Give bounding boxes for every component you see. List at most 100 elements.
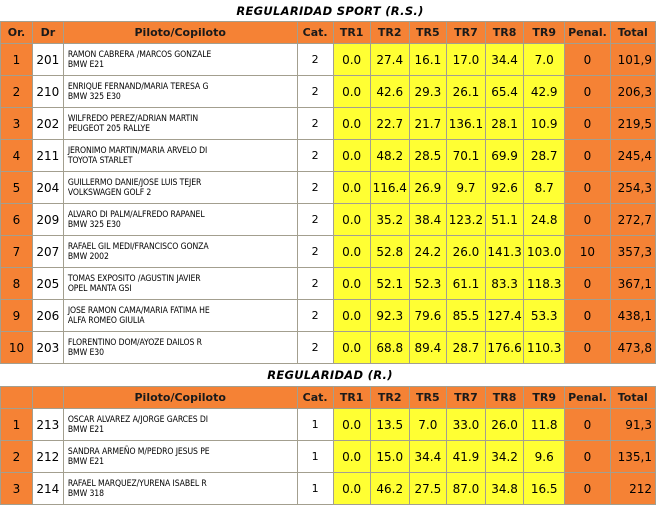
tr8-cell: 28.1 bbox=[484, 107, 525, 140]
category-cell: 2 bbox=[296, 171, 334, 204]
header-tr9: TR9 bbox=[523, 386, 566, 409]
dorsal-cell: 211 bbox=[31, 139, 64, 172]
dorsal-cell: 204 bbox=[31, 171, 64, 204]
category-cell: 2 bbox=[296, 203, 334, 236]
pilot-cell: JOSE RAMON CAMA/MARIA FATIMA HE ALFA ROME… bbox=[62, 299, 298, 332]
tr5-cell: 34.4 bbox=[408, 440, 447, 473]
pilot-cell: WILFREDO PEREZ/ADRIAN MARTIN PEUGEOT 205 … bbox=[62, 107, 298, 140]
header-piloto: Piloto/Copiloto bbox=[62, 386, 298, 409]
penalty-cell: 10 bbox=[564, 235, 611, 268]
tr2-cell: 46.2 bbox=[369, 472, 410, 505]
dorsal-cell: 214 bbox=[31, 472, 64, 505]
position-cell: 10 bbox=[0, 331, 33, 364]
car-model: BMW E30 bbox=[67, 347, 104, 358]
tr8-cell: 34.4 bbox=[484, 43, 525, 76]
category-cell: 2 bbox=[296, 75, 334, 108]
tr1-cell: 0.0 bbox=[332, 43, 371, 76]
dorsal-cell: 206 bbox=[31, 299, 64, 332]
header-tr9: TR9 bbox=[523, 21, 566, 44]
tr9-cell: 8.7 bbox=[523, 171, 566, 204]
pilot-names: JERONIMO MARTIN/MARIA ARVELO DI bbox=[67, 145, 208, 156]
table-row: 3 214 RAFAEL MARQUEZ/YURENA ISABEL R BMW 31… bbox=[0, 472, 657, 505]
tr5-cell: 89.4 bbox=[408, 331, 447, 364]
car-model: BMW 2002 bbox=[67, 251, 109, 262]
pilot-names: RAFAEL MARQUEZ/YURENA ISABEL R bbox=[67, 478, 207, 489]
position-cell: 6 bbox=[0, 203, 33, 236]
table-row: 2 212 SANDRA ARMEÑO M/PEDRO JESUS PE BMW E2… bbox=[0, 440, 657, 473]
total-cell: 272,7 bbox=[609, 203, 657, 236]
tr9-cell: 103.0 bbox=[523, 235, 566, 268]
total-cell: 219,5 bbox=[609, 107, 657, 140]
penalty-cell: 0 bbox=[564, 43, 611, 76]
total-cell: 254,3 bbox=[609, 171, 657, 204]
header-or: Or. bbox=[0, 21, 33, 44]
tr8-cell: 127.4 bbox=[484, 299, 525, 332]
dorsal-cell: 213 bbox=[31, 408, 64, 441]
total-cell: 101,9 bbox=[609, 43, 657, 76]
dorsal-cell: 210 bbox=[31, 75, 64, 108]
tr5-cell: 79.6 bbox=[408, 299, 447, 332]
tr2-cell: 22.7 bbox=[369, 107, 410, 140]
dorsal-cell: 205 bbox=[31, 267, 64, 300]
dorsal-cell: 202 bbox=[31, 107, 64, 140]
penalty-cell: 0 bbox=[564, 203, 611, 236]
car-model: BMW E21 bbox=[67, 456, 104, 467]
header-row: Or. Dr Piloto/Copiloto Cat. TR1 TR2 TR5 TR7 TR8 T… bbox=[0, 21, 657, 44]
penalty-cell: 0 bbox=[564, 267, 611, 300]
position-cell: 2 bbox=[0, 440, 33, 473]
header-dr bbox=[31, 386, 64, 409]
total-cell: 438,1 bbox=[609, 299, 657, 332]
position-cell: 9 bbox=[0, 299, 33, 332]
penalty-cell: 0 bbox=[564, 299, 611, 332]
tr7-cell: 26.1 bbox=[445, 75, 487, 108]
header-tr1: TR1 bbox=[332, 21, 371, 44]
tr1-cell: 0.0 bbox=[332, 75, 371, 108]
pilot-names: TOMAS EXPOSITO /AGUSTIN JAVIER bbox=[67, 273, 201, 284]
category-cell: 2 bbox=[296, 331, 334, 364]
header-cat: Cat. bbox=[296, 386, 334, 409]
total-cell: 91,3 bbox=[609, 408, 657, 441]
total-cell: 473,8 bbox=[609, 331, 657, 364]
tr1-cell: 0.0 bbox=[332, 472, 371, 505]
tr7-cell: 136.1 bbox=[445, 107, 487, 140]
total-cell: 245,4 bbox=[609, 139, 657, 172]
tr5-cell: 27.5 bbox=[408, 472, 447, 505]
tr1-cell: 0.0 bbox=[332, 408, 371, 441]
tr5-cell: 21.7 bbox=[408, 107, 447, 140]
header-tr7: TR7 bbox=[445, 386, 487, 409]
tr2-cell: 52.8 bbox=[369, 235, 410, 268]
pilot-names: GUILLERMO DANIE/JOSE LUIS TEJER bbox=[67, 177, 202, 188]
tr5-cell: 7.0 bbox=[408, 408, 447, 441]
tr5-cell: 26.9 bbox=[408, 171, 447, 204]
table-row: 10 203 FLORENTINO DOM/AYOZE DAILOS R BMW E3… bbox=[0, 331, 657, 364]
penalty-cell: 0 bbox=[564, 408, 611, 441]
total-cell: 206,3 bbox=[609, 75, 657, 108]
tr2-cell: 42.6 bbox=[369, 75, 410, 108]
header-tr5: TR5 bbox=[408, 386, 447, 409]
position-cell: 1 bbox=[0, 408, 33, 441]
category-cell: 2 bbox=[296, 299, 334, 332]
tr2-cell: 35.2 bbox=[369, 203, 410, 236]
car-model: TOYOTA STARLET bbox=[67, 155, 133, 166]
tr2-cell: 15.0 bbox=[369, 440, 410, 473]
car-model: BMW 325 E30 bbox=[67, 91, 121, 102]
dorsal-cell: 212 bbox=[31, 440, 64, 473]
tr7-cell: 41.9 bbox=[445, 440, 487, 473]
car-model: OPEL MANTA GSI bbox=[67, 283, 132, 294]
tr8-cell: 141.3 bbox=[484, 235, 525, 268]
tr7-cell: 70.1 bbox=[445, 139, 487, 172]
header-tr7: TR7 bbox=[445, 21, 487, 44]
tr9-cell: 9.6 bbox=[523, 440, 566, 473]
tr9-cell: 7.0 bbox=[523, 43, 566, 76]
penalty-cell: 0 bbox=[564, 171, 611, 204]
penalty-cell: 0 bbox=[564, 472, 611, 505]
table-row: 7 207 RAFAEL GIL MEDI/FRANCISCO GONZA BMW 2… bbox=[0, 235, 657, 268]
tr8-cell: 92.6 bbox=[484, 171, 525, 204]
table-row: 3 202 WILFREDO PEREZ/ADRIAN MARTIN PEUGEOT … bbox=[0, 107, 657, 140]
position-cell: 3 bbox=[0, 107, 33, 140]
tr8-cell: 69.9 bbox=[484, 139, 525, 172]
pilot-cell: FLORENTINO DOM/AYOZE DAILOS R BMW E30 bbox=[62, 331, 298, 364]
penalty-cell: 0 bbox=[564, 107, 611, 140]
tr9-cell: 42.9 bbox=[523, 75, 566, 108]
tr1-cell: 0.0 bbox=[332, 107, 371, 140]
